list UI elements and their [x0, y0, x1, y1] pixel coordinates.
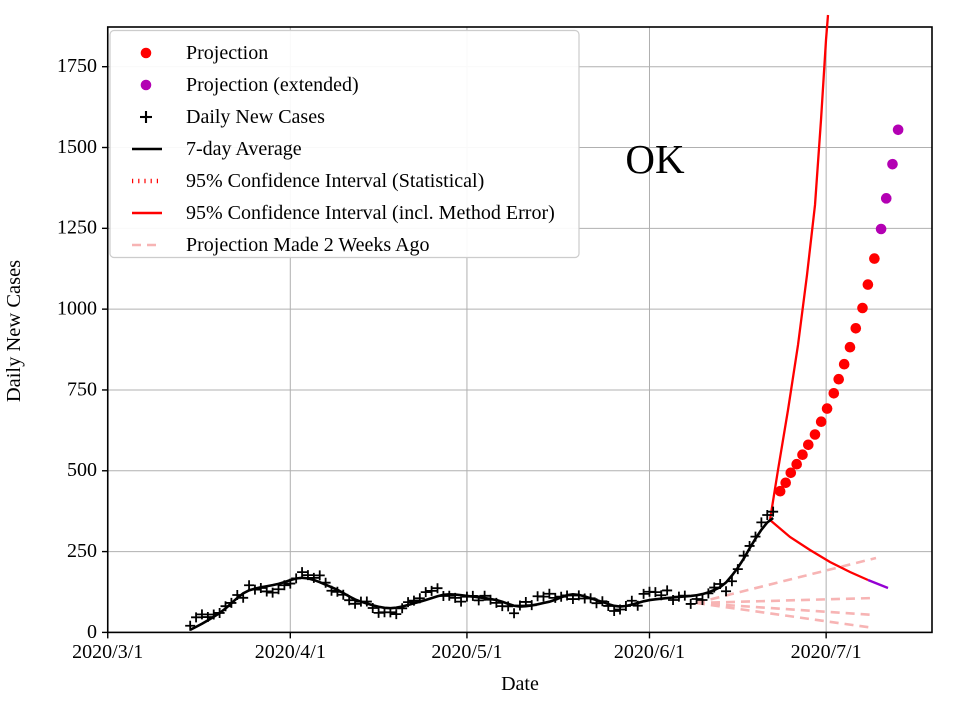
- svg-text:7-day Average: 7-day Average: [186, 138, 302, 160]
- svg-text:2020/3/1: 2020/3/1: [72, 641, 143, 663]
- svg-text:500: 500: [67, 459, 97, 481]
- svg-text:1750: 1750: [57, 55, 97, 77]
- svg-text:Daily New Cases: Daily New Cases: [3, 260, 25, 402]
- svg-text:1000: 1000: [57, 298, 97, 320]
- svg-text:750: 750: [67, 378, 97, 400]
- svg-text:95% Confidence Interval (incl.: 95% Confidence Interval (incl. Method Er…: [186, 202, 555, 224]
- svg-text:1250: 1250: [57, 217, 97, 239]
- svg-text:2020/7/1: 2020/7/1: [791, 641, 862, 663]
- svg-text:2020/4/1: 2020/4/1: [255, 641, 326, 663]
- svg-text:OK: OK: [625, 136, 685, 182]
- svg-text:Projection Made 2 Weeks Ago: Projection Made 2 Weeks Ago: [186, 234, 430, 256]
- svg-text:2020/6/1: 2020/6/1: [614, 641, 685, 663]
- svg-text:1500: 1500: [57, 136, 97, 158]
- svg-text:95% Confidence Interval (Stati: 95% Confidence Interval (Statistical): [186, 170, 484, 192]
- svg-text:Projection: Projection: [186, 42, 268, 64]
- svg-text:0: 0: [87, 621, 97, 643]
- svg-text:250: 250: [67, 540, 97, 562]
- svg-text:Daily New Cases: Daily New Cases: [186, 106, 325, 128]
- svg-text:2020/5/1: 2020/5/1: [431, 641, 502, 663]
- svg-text:Projection (extended): Projection (extended): [186, 74, 359, 96]
- svg-text:Date: Date: [501, 673, 539, 695]
